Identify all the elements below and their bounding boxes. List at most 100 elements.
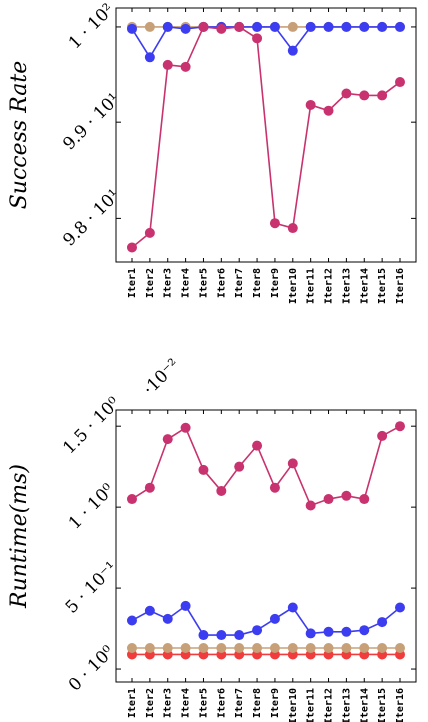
x-tick-label: Iter1 — [127, 688, 138, 718]
data-point — [287, 45, 298, 56]
x-tick-label: Iter2 — [145, 688, 156, 718]
x-tick-label: Iter1 — [127, 268, 138, 298]
data-point — [395, 21, 405, 32]
data-point — [198, 643, 209, 653]
data-point — [127, 643, 137, 653]
data-point — [162, 21, 173, 32]
data-point — [323, 643, 334, 653]
y-tick-label: 9.8 · 10¹ — [59, 186, 124, 251]
data-point — [359, 643, 370, 653]
data-point — [198, 464, 209, 475]
data-point — [287, 223, 298, 234]
data-point — [341, 490, 352, 501]
data-point — [323, 626, 334, 637]
data-point — [127, 494, 137, 505]
data-point — [144, 21, 155, 32]
x-tick-label: Iter5 — [198, 688, 209, 718]
plot-frame — [115, 7, 417, 263]
data-point — [252, 643, 263, 653]
data-point — [305, 21, 316, 32]
data-point — [269, 218, 280, 229]
x-tick-label: Iter8 — [252, 268, 263, 298]
data-point — [359, 494, 370, 505]
x-tick-label: Iter3 — [163, 688, 174, 718]
x-tick-label: Iter9 — [270, 688, 281, 718]
x-tick-label: Iter9 — [270, 268, 281, 298]
data-point — [395, 643, 405, 653]
data-point — [162, 434, 173, 445]
data-point — [395, 602, 405, 613]
data-point — [252, 21, 263, 32]
x-tick-label: Iter13 — [341, 688, 352, 722]
data-point — [377, 643, 388, 653]
data-point — [144, 643, 155, 653]
y-tick-label: 9.9 · 10¹ — [59, 89, 124, 154]
data-point — [144, 227, 155, 238]
y-tick-label: 0 · 10⁰ — [65, 642, 118, 695]
data-point — [216, 485, 227, 496]
data-point — [305, 99, 316, 110]
data-point — [234, 643, 245, 653]
x-tick-label: Iter12 — [324, 688, 335, 722]
data-point — [287, 21, 298, 32]
data-point — [144, 52, 155, 63]
series-1 — [127, 421, 405, 511]
x-tick-label: Iter15 — [377, 268, 388, 304]
x-tick-label: Iter2 — [145, 268, 156, 298]
x-tick-label: Iter5 — [198, 268, 209, 298]
x-tick-label: Iter7 — [234, 688, 245, 718]
x-tick-label: Iter14 — [359, 268, 370, 304]
data-point — [377, 430, 388, 441]
data-point — [162, 643, 173, 653]
x-tick-label: Iter8 — [252, 688, 263, 718]
data-point — [323, 21, 334, 32]
x-tick-label: Iter13 — [341, 268, 352, 304]
data-point — [323, 494, 334, 505]
x-tick-label: Iter7 — [234, 268, 245, 298]
chart-1: 9.8 · 10¹ 9.9 · 10¹ 1 · 10² Iter1 Iter2 Iter3… — [7, 0, 417, 304]
data-point — [269, 613, 280, 624]
x-tick-label: Iter4 — [181, 688, 192, 718]
x-tick-label: Iter11 — [306, 268, 317, 304]
data-point — [359, 625, 370, 636]
x-tick-label: Iter12 — [324, 268, 335, 304]
data-point — [287, 602, 298, 613]
data-point — [234, 630, 245, 641]
data-point — [359, 90, 370, 101]
data-point — [359, 21, 370, 32]
series-2 — [127, 21, 405, 63]
data-point — [144, 605, 155, 616]
y-axis-title: Success Rate — [7, 61, 32, 210]
series-1 — [127, 21, 405, 253]
y-axis-title: Runtime(ms) — [7, 464, 32, 609]
data-point — [216, 630, 227, 641]
data-point — [287, 643, 298, 653]
data-point — [198, 21, 209, 32]
y-tick-label: 5 · 10⁻¹ — [62, 558, 122, 618]
data-point — [377, 617, 388, 628]
data-point — [341, 626, 352, 637]
chart-2: 0 · 10⁰ 5 · 10⁻¹ 1 · 10⁰ 1.5 · 10⁰ Iter1 Iter… — [7, 355, 417, 722]
data-point — [234, 21, 245, 32]
x-tick-label: Iter4 — [181, 268, 192, 298]
data-point — [305, 500, 316, 511]
x-tick-label: Iter11 — [306, 688, 317, 722]
data-point — [395, 77, 405, 88]
data-point — [162, 613, 173, 624]
data-point — [180, 422, 191, 433]
data-point — [198, 630, 209, 641]
data-point — [162, 59, 173, 70]
x-tick-label: Iter6 — [216, 688, 227, 718]
plot-frame — [115, 409, 417, 683]
data-point — [127, 23, 137, 34]
data-point — [269, 21, 280, 32]
data-point — [216, 23, 227, 34]
y-tick-label: 1.5 · 10⁰ — [59, 393, 124, 458]
x-tick-label: Iter16 — [395, 268, 406, 304]
data-point — [180, 61, 191, 72]
x-tick-label: Iter6 — [216, 268, 227, 298]
x-tick-label: Iter14 — [359, 688, 370, 722]
series-line — [131, 26, 401, 249]
data-point — [144, 482, 155, 493]
